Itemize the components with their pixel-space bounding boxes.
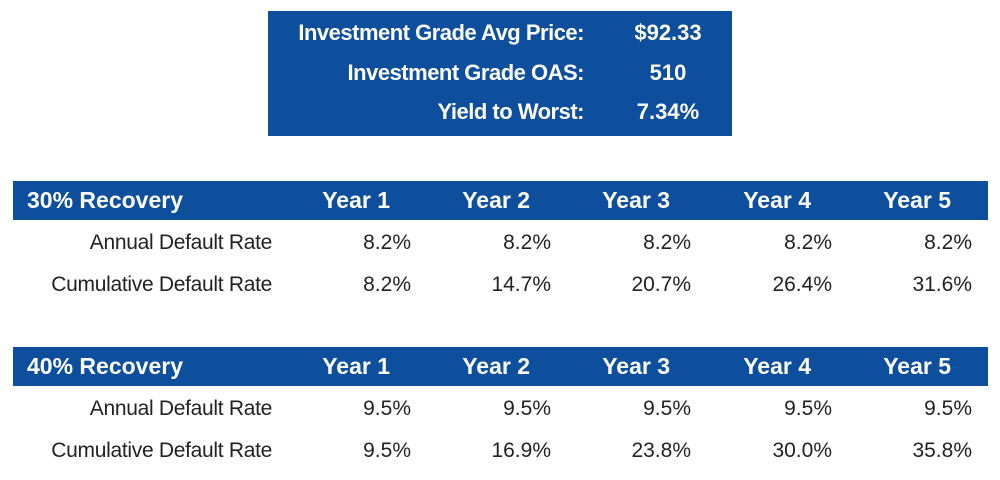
table-row-cumulative-default: Cumulative Default Rate 9.5% 16.9% 23.8%… <box>13 436 988 466</box>
summary-label: Investment Grade OAS: <box>347 60 585 85</box>
table-row-annual-default: Annual Default Rate 8.2% 8.2% 8.2% 8.2% … <box>13 228 988 258</box>
table-cell: 26.4% <box>772 273 832 296</box>
column-header-year-2: Year 2 <box>462 353 530 379</box>
summary-row-avg-price: Investment Grade Avg Price: $92.33 <box>268 18 732 48</box>
table-row-annual-default: Annual Default Rate 9.5% 9.5% 9.5% 9.5% … <box>13 394 988 424</box>
table-cell: 8.2% <box>924 231 972 254</box>
table-cell: 8.2% <box>784 231 832 254</box>
row-label: Annual Default Rate <box>89 231 273 254</box>
summary-value: $92.33 <box>634 20 702 45</box>
column-header-year-3: Year 3 <box>602 187 670 213</box>
table-cell: 16.9% <box>491 439 551 462</box>
table-cell: 8.2% <box>643 231 691 254</box>
table-cell: 9.5% <box>503 397 551 420</box>
row-label: Cumulative Default Rate <box>51 273 272 296</box>
table-title: 40% Recovery <box>27 353 183 379</box>
column-header-year-1: Year 1 <box>322 187 390 213</box>
column-header-year-4: Year 4 <box>743 187 811 213</box>
summary-row-oas: Investment Grade OAS: 510 <box>268 58 732 88</box>
table-title: 30% Recovery <box>27 187 183 213</box>
table-row-cumulative-default: Cumulative Default Rate 8.2% 14.7% 20.7%… <box>13 270 988 300</box>
summary-label: Investment Grade Avg Price: <box>298 20 584 45</box>
table-cell: 20.7% <box>631 273 691 296</box>
table-cell: 9.5% <box>363 439 411 462</box>
table-cell: 35.8% <box>912 439 972 462</box>
summary-row-ytw: Yield to Worst: 7.34% <box>268 97 732 127</box>
column-header-year-5: Year 5 <box>883 353 951 379</box>
row-label: Cumulative Default Rate <box>51 439 272 462</box>
column-header-year-5: Year 5 <box>883 187 951 213</box>
summary-box: Investment Grade Avg Price: $92.33 Inves… <box>268 11 732 136</box>
summary-label: Yield to Worst: <box>437 99 585 124</box>
column-header-year-1: Year 1 <box>322 353 390 379</box>
table-cell: 9.5% <box>784 397 832 420</box>
table-cell: 9.5% <box>924 397 972 420</box>
table-cell: 8.2% <box>363 273 411 296</box>
column-header-year-4: Year 4 <box>743 353 811 379</box>
table-cell: 9.5% <box>363 397 411 420</box>
table-cell: 9.5% <box>643 397 691 420</box>
table-header: 30% Recovery Year 1 Year 2 Year 3 Year 4… <box>13 181 988 220</box>
table-cell: 14.7% <box>491 273 551 296</box>
table-cell: 30.0% <box>772 439 832 462</box>
table-cell: 31.6% <box>912 273 972 296</box>
table-header: 40% Recovery Year 1 Year 2 Year 3 Year 4… <box>13 347 988 386</box>
table-cell: 8.2% <box>503 231 551 254</box>
row-label: Annual Default Rate <box>89 397 273 420</box>
table-cell: 23.8% <box>631 439 691 462</box>
column-header-year-2: Year 2 <box>462 187 530 213</box>
summary-value: 7.34% <box>636 99 700 124</box>
summary-value: 510 <box>649 60 687 85</box>
column-header-year-3: Year 3 <box>602 353 670 379</box>
table-cell: 8.2% <box>363 231 411 254</box>
